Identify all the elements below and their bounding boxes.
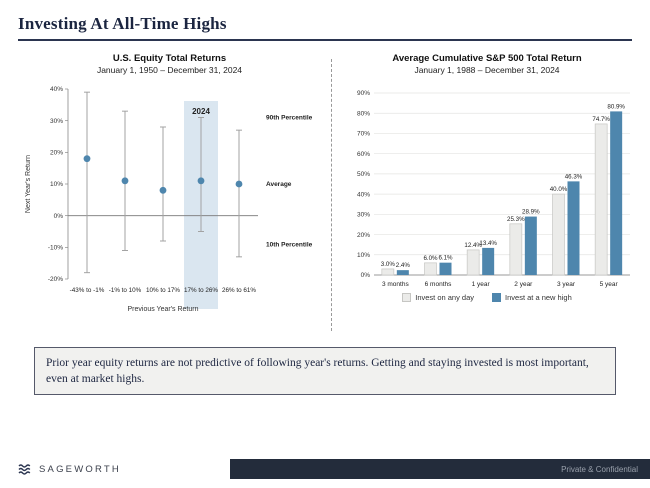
- legend-label: Invest on any day: [415, 293, 475, 302]
- svg-text:10%: 10%: [357, 252, 370, 259]
- svg-text:6.0%: 6.0%: [423, 255, 438, 262]
- svg-text:1 year: 1 year: [472, 281, 491, 288]
- svg-text:3 months: 3 months: [382, 281, 409, 288]
- svg-text:-10%: -10%: [47, 245, 62, 252]
- svg-text:80.9%: 80.9%: [607, 103, 625, 110]
- callout-text: Prior year equity returns are not predic…: [46, 357, 589, 386]
- svg-text:40%: 40%: [49, 86, 62, 93]
- svg-text:20%: 20%: [357, 232, 370, 239]
- charts-region: U.S. Equity Total Returns January 1, 195…: [0, 53, 650, 331]
- panel-divider: [331, 59, 332, 331]
- svg-text:40.0%: 40.0%: [550, 186, 568, 193]
- header: Investing At All-Time Highs: [0, 0, 650, 41]
- confidentiality-label: Private & Confidential: [561, 464, 638, 474]
- title-rule: [18, 39, 632, 41]
- svg-text:3.0%: 3.0%: [381, 261, 396, 268]
- svg-text:46.3%: 46.3%: [565, 173, 583, 180]
- svg-text:10% to 17%: 10% to 17%: [146, 287, 180, 294]
- sageworth-logo: SAGEWORTH: [0, 463, 230, 475]
- equity-returns-range-chart: 2024 40% 30% 20% 10% 0% -10% -20% -43% to -1% -1%…: [25, 86, 313, 313]
- page-title: Investing At All-Time Highs: [18, 14, 227, 33]
- svg-text:60%: 60%: [357, 151, 370, 158]
- svg-text:Previous Year's Return: Previous Year's Return: [127, 306, 198, 313]
- equity-returns-panel: U.S. Equity Total Returns January 1, 195…: [10, 53, 329, 327]
- svg-text:50%: 50%: [357, 171, 370, 178]
- legend-swatch: [402, 293, 412, 302]
- svg-text:6.1%: 6.1%: [438, 255, 453, 262]
- svg-text:5 year: 5 year: [600, 281, 619, 288]
- sp500-return-bar-chart: 0% 10% 20% 30% 40% 50% 60% 70% 80% 90% 3.0% 2.4% 3 m…: [357, 90, 630, 288]
- svg-text:10%: 10%: [49, 181, 62, 188]
- svg-text:70%: 70%: [357, 131, 370, 138]
- legend-label: Invest at a new high: [505, 293, 572, 302]
- logo-text: SAGEWORTH: [39, 463, 121, 475]
- svg-text:90th Percentile: 90th Percentile: [266, 115, 313, 122]
- svg-text:40%: 40%: [357, 191, 370, 198]
- sp500-return-panel: Average Cumulative S&P 500 Total Return …: [334, 53, 640, 302]
- right-chart-subtitle: January 1, 1988 – December 31, 2024: [414, 65, 560, 75]
- svg-text:0%: 0%: [53, 213, 63, 220]
- svg-text:-43% to -1%: -43% to -1%: [69, 287, 104, 294]
- svg-text:80%: 80%: [357, 110, 370, 117]
- sageworth-logo-icon: [18, 464, 31, 475]
- svg-text:13.4%: 13.4%: [479, 240, 497, 247]
- right-chart-title: Average Cumulative S&P 500 Total Return: [392, 53, 582, 64]
- footer-bar: Private & Confidential: [230, 459, 650, 479]
- left-chart-title: U.S. Equity Total Returns: [112, 53, 227, 64]
- left-chart-subtitle: January 1, 1950 – December 31, 2024: [96, 65, 243, 75]
- svg-text:26% to 61%: 26% to 61%: [222, 287, 256, 294]
- svg-text:17% to 26%: 17% to 26%: [184, 287, 218, 294]
- svg-text:28.9%: 28.9%: [522, 209, 540, 216]
- svg-text:20%: 20%: [49, 150, 62, 157]
- svg-text:90%: 90%: [357, 90, 370, 97]
- svg-text:Average: Average: [266, 181, 292, 188]
- svg-text:2024: 2024: [192, 107, 210, 116]
- legend-swatch: [492, 293, 502, 302]
- svg-text:-1% to 10%: -1% to 10%: [108, 287, 141, 294]
- svg-text:-20%: -20%: [47, 276, 62, 283]
- svg-text:2.4%: 2.4%: [396, 262, 411, 269]
- svg-text:Next Year's Return: Next Year's Return: [25, 155, 32, 213]
- svg-text:74.7%: 74.7%: [592, 116, 610, 123]
- svg-text:10th Percentile: 10th Percentile: [266, 241, 313, 248]
- key-takeaway-callout: Prior year equity returns are not predic…: [34, 347, 616, 396]
- legend-item: Invest on any day: [402, 293, 474, 302]
- svg-text:30%: 30%: [49, 118, 62, 125]
- legend-item: Invest at a new high: [492, 293, 572, 302]
- svg-text:3 year: 3 year: [557, 281, 576, 288]
- svg-text:0%: 0%: [361, 272, 371, 279]
- svg-text:25.3%: 25.3%: [507, 216, 525, 223]
- svg-text:12.4%: 12.4%: [464, 242, 482, 249]
- svg-text:6 months: 6 months: [425, 281, 452, 288]
- footer: SAGEWORTH Private & Confidential: [0, 459, 650, 479]
- svg-text:30%: 30%: [357, 212, 370, 219]
- svg-text:2 year: 2 year: [514, 281, 533, 288]
- chart-legend: Invest on any day Invest at a new high: [334, 293, 640, 302]
